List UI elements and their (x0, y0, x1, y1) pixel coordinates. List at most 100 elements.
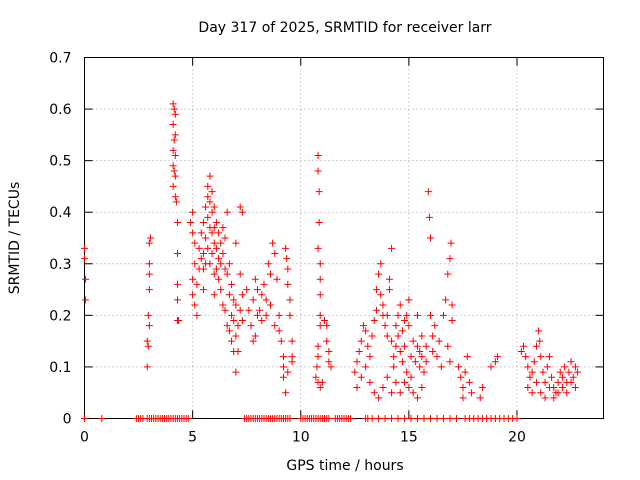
data-point (236, 203, 244, 211)
x-tick-labels: 0 5 10 15 20 (80, 430, 526, 446)
data-point (223, 270, 231, 278)
data-point (170, 105, 178, 113)
data-point (81, 255, 88, 263)
data-point (283, 255, 291, 263)
x-axis-label: GPS time / hours (286, 458, 403, 474)
data-point (424, 188, 432, 196)
data-point (199, 219, 207, 227)
data-point (444, 342, 452, 350)
data-point (545, 384, 553, 392)
data-point (388, 415, 396, 422)
data-point (145, 239, 153, 247)
data-point (286, 296, 294, 304)
data-point (433, 353, 441, 361)
data-point (171, 131, 179, 139)
data-point (288, 337, 296, 345)
data-point (407, 353, 415, 361)
data-point (230, 317, 238, 325)
data-point (519, 342, 527, 350)
data-point (420, 415, 428, 422)
data-point (189, 275, 197, 283)
y-tick-labels: 0 0.1 0.2 0.3 0.4 0.5 0.6 0.7 (49, 51, 71, 428)
data-point (524, 363, 532, 371)
data-point (353, 384, 361, 392)
data-point (316, 291, 324, 299)
data-point (251, 332, 259, 340)
data-point (219, 249, 227, 257)
data-point (414, 342, 422, 350)
data-point (202, 203, 210, 211)
x-tick-label: 15 (400, 430, 418, 446)
data-point (262, 296, 270, 304)
data-point (418, 332, 426, 340)
data-point (314, 167, 322, 175)
x-tick-label: 0 (80, 430, 89, 446)
data-point (401, 378, 409, 386)
data-point (359, 322, 367, 330)
data-point (277, 337, 285, 345)
data-point (260, 280, 268, 288)
data-point (524, 384, 532, 392)
data-point (409, 389, 417, 397)
data-point (554, 378, 562, 386)
data-point (217, 260, 225, 268)
data-point (279, 373, 287, 381)
data-point (478, 384, 486, 392)
data-point (394, 332, 402, 340)
data-point (558, 373, 566, 381)
data-point (366, 378, 374, 386)
data-point (286, 311, 294, 319)
data-point (558, 384, 566, 392)
data-point (316, 384, 324, 392)
data-point (422, 342, 430, 350)
data-point (234, 322, 242, 330)
data-point (173, 296, 181, 304)
data-point (455, 363, 463, 371)
data-point (431, 322, 439, 330)
data-point (446, 358, 454, 366)
data-point (175, 317, 183, 325)
data-point (284, 280, 292, 288)
data-point (249, 337, 257, 345)
data-point (236, 270, 244, 278)
data-point (204, 193, 212, 201)
data-point (409, 337, 417, 345)
data-point (316, 322, 324, 330)
x-tick-label: 5 (188, 430, 197, 446)
data-point (247, 322, 255, 330)
data-point (204, 213, 212, 221)
data-point (414, 311, 422, 319)
data-point (215, 229, 223, 237)
data-point (433, 415, 441, 422)
data-point (401, 415, 409, 422)
data-point (288, 358, 296, 366)
data-point (396, 347, 404, 355)
data-point (266, 301, 274, 309)
data-point (199, 286, 207, 294)
data-point (565, 368, 573, 376)
data-point (145, 270, 153, 278)
data-point (567, 358, 575, 366)
data-point (398, 358, 406, 366)
data-point (212, 219, 220, 227)
data-point (366, 353, 374, 361)
data-point (195, 244, 203, 252)
x-tick-label: 20 (508, 430, 526, 446)
data-point (429, 332, 437, 340)
data-point (206, 198, 214, 206)
data-point (392, 378, 400, 386)
data-point (286, 415, 294, 422)
data-point (321, 317, 329, 325)
data-point (221, 306, 229, 314)
data-point (457, 373, 465, 381)
data-point (459, 394, 467, 402)
data-point (262, 311, 270, 319)
data-point (362, 327, 370, 335)
data-point (372, 286, 380, 294)
data-point (476, 394, 484, 402)
data-point (169, 100, 177, 108)
data-point (537, 389, 545, 397)
data-point (530, 358, 538, 366)
data-point (251, 275, 259, 283)
